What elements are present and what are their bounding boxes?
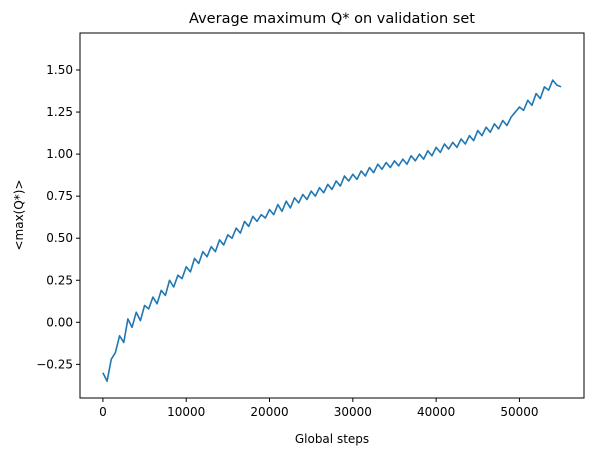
y-tick-label: −0.25: [36, 357, 73, 371]
y-tick-label: 0.25: [46, 273, 73, 287]
x-tick-label: 30000: [334, 405, 372, 419]
x-tick-label: 20000: [250, 405, 288, 419]
chart-title: Average maximum Q* on validation set: [189, 11, 475, 27]
y-tick-label: 1.50: [46, 63, 73, 77]
y-tick-label: 0.75: [46, 189, 73, 203]
y-tick-label: 1.25: [46, 105, 73, 119]
y-axis-title: <max(Q*)>: [12, 179, 26, 250]
x-tick-label: 10000: [167, 405, 205, 419]
y-tick-label: 0.50: [46, 231, 73, 245]
y-tick-label: 1.00: [46, 147, 73, 161]
x-axis-title: Global steps: [295, 432, 369, 446]
x-tick-label: 50000: [500, 405, 538, 419]
y-tick-label: 0.00: [46, 315, 73, 329]
x-tick-label: 40000: [417, 405, 455, 419]
x-tick-label: 0: [99, 405, 107, 419]
